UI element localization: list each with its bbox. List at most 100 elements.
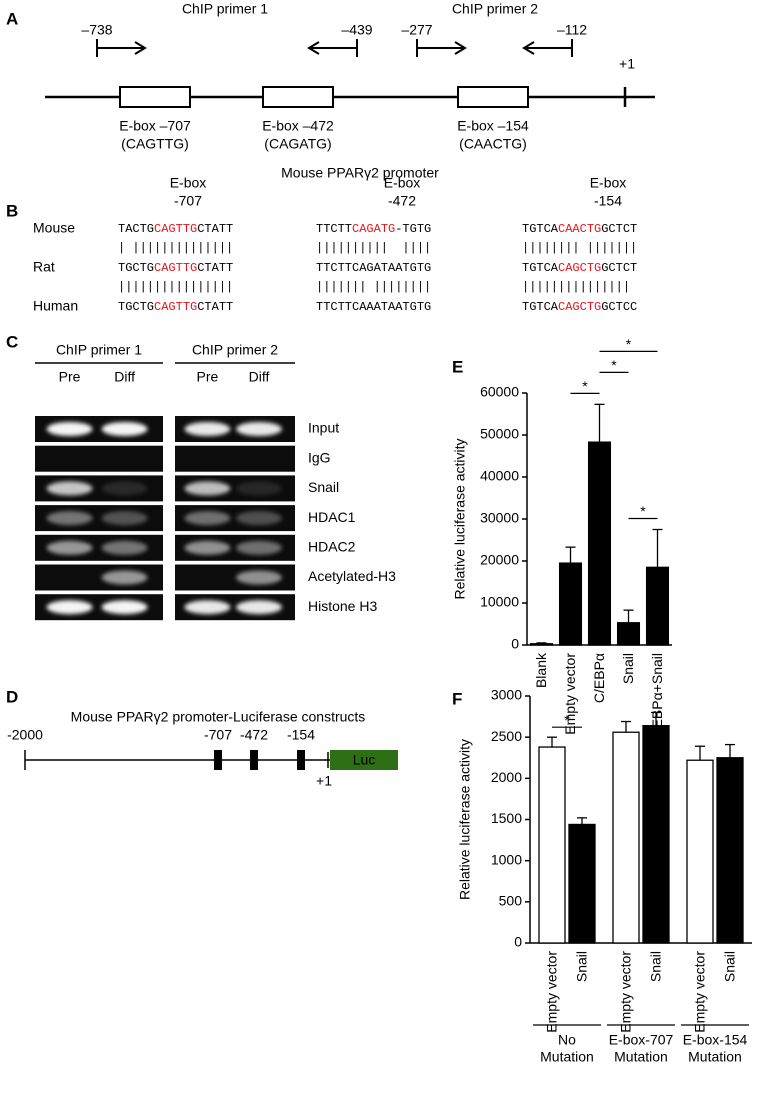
ebox <box>250 750 258 770</box>
bar <box>645 566 670 646</box>
sequence-segment: TTCTT <box>316 222 352 236</box>
ebox-position: -472 <box>240 727 268 743</box>
significance-label: * <box>611 357 617 373</box>
panel-label: C <box>6 332 18 351</box>
ebox-name: E-box –154 <box>457 118 529 134</box>
y-tick-label: 10000 <box>480 594 519 610</box>
gel-row-label: HDAC1 <box>308 509 356 525</box>
bar <box>616 622 641 646</box>
sequence-segment: TGTCA <box>522 261 559 275</box>
alignment-title: E-box <box>590 175 627 191</box>
gel-lane: Pre <box>197 369 219 385</box>
x-tick-label: Empty vector <box>618 951 634 1033</box>
gel-primer: ChIP primer 1 <box>56 342 142 358</box>
sequence-segment: GCTCC <box>601 300 637 314</box>
species: Mouse <box>33 220 75 236</box>
significance-label: * <box>564 712 570 728</box>
sequence: TACTGCAGTTGCTATT <box>118 222 233 236</box>
bar <box>538 746 566 944</box>
bar <box>558 562 583 646</box>
match-line: |||||||| ||||||| <box>522 241 637 255</box>
y-tick-label: 50000 <box>480 426 519 442</box>
y-tick-label: 20000 <box>480 552 519 568</box>
construct-tss-label: +1 <box>316 773 332 789</box>
sequence: TTCTTCAAATAATGTG <box>316 300 431 314</box>
gel-lane: Pre <box>59 369 81 385</box>
x-tick-label: Snail <box>620 653 636 684</box>
gel-band <box>101 511 148 526</box>
ebox-position: -707 <box>204 727 232 743</box>
gel-band <box>101 422 148 436</box>
y-tick-label: 30000 <box>480 510 519 526</box>
ebox <box>297 750 305 770</box>
sequence-segment: CTATT <box>197 261 233 275</box>
sequence: TGCTGCAGTTGCTATT <box>118 261 233 275</box>
gel-row-label: Snail <box>308 479 339 495</box>
x-tick-label: C/EBPα+Snail <box>649 653 665 742</box>
group-label: Mutation <box>688 1049 742 1065</box>
y-tick-label: 1000 <box>491 851 522 867</box>
gel-lane: Diff <box>114 369 135 385</box>
luciferase-label: Luc <box>353 752 376 768</box>
group-label: E-box-707 <box>609 1032 674 1048</box>
gel-band <box>236 570 282 585</box>
significance-label: * <box>626 336 632 352</box>
gel-lane: Diff <box>249 369 270 385</box>
ebox-sequence: (CAACTG) <box>459 136 527 152</box>
bar <box>716 757 744 944</box>
gel-band <box>184 600 231 615</box>
gel-band <box>101 540 148 555</box>
y-axis-label: Relative luciferase activity <box>452 438 468 599</box>
ebox <box>262 86 334 108</box>
sequence-segment: TGTCA <box>522 300 559 314</box>
gel-band <box>236 422 282 436</box>
primer-forward: –738 <box>81 22 112 38</box>
gel-band <box>101 481 148 496</box>
sequence-segment: CAACTG <box>558 222 601 236</box>
gel-band <box>46 511 93 526</box>
gel-row-label: IgG <box>308 449 331 465</box>
panel-label: F <box>452 689 462 708</box>
bar <box>568 823 596 944</box>
group-label: E-box-154 <box>683 1032 748 1048</box>
bar <box>686 759 714 944</box>
species: Human <box>33 298 78 314</box>
gel-row-label: Input <box>308 420 339 436</box>
gel-row-label: HDAC2 <box>308 539 356 555</box>
sequence-segment: TACTG <box>118 222 154 236</box>
sequence: TTCTTCAGATAATGTG <box>316 261 431 275</box>
y-tick-label: 2500 <box>491 728 522 744</box>
gel-strip <box>175 445 295 472</box>
ebox-position: -154 <box>287 727 315 743</box>
panel-label: D <box>6 687 18 706</box>
sequence: TGTCACAGCTGGCTCC <box>522 300 637 314</box>
bar <box>612 731 640 944</box>
ebox <box>214 750 222 770</box>
y-tick-label: 40000 <box>480 468 519 484</box>
gel-row-label: Acetylated-H3 <box>308 568 396 584</box>
sequence-segment: CTATT <box>197 300 233 314</box>
y-axis-label: Relative luciferase activity <box>457 739 473 900</box>
gel-band <box>184 511 231 526</box>
sequence-segment: TTCTTCAAATAATGTG <box>316 300 431 314</box>
x-tick-label: Empty vector <box>544 951 560 1033</box>
gel-band <box>46 540 93 555</box>
x-tick-label: Empty vector <box>692 951 708 1033</box>
x-tick-label: Snail <box>722 951 738 982</box>
gel-band <box>184 540 231 555</box>
sequence-segment: TGCTG <box>118 300 154 314</box>
significance-label: * <box>640 503 646 519</box>
y-tick-label: 500 <box>499 893 523 909</box>
primer-reverse: –112 <box>557 22 587 38</box>
species: Rat <box>33 259 55 275</box>
arrow-head <box>522 41 535 55</box>
primer-name: ChIP primer 2 <box>452 1 538 17</box>
y-tick-label: 0 <box>514 934 522 950</box>
primer-forward: –277 <box>401 22 432 38</box>
construct-start-label: -2000 <box>7 727 43 743</box>
bar <box>642 724 670 944</box>
arrow-head <box>134 41 147 55</box>
tss-label: +1 <box>619 56 635 72</box>
sequence: TGTCACAGCTGGCTCT <box>522 261 637 275</box>
